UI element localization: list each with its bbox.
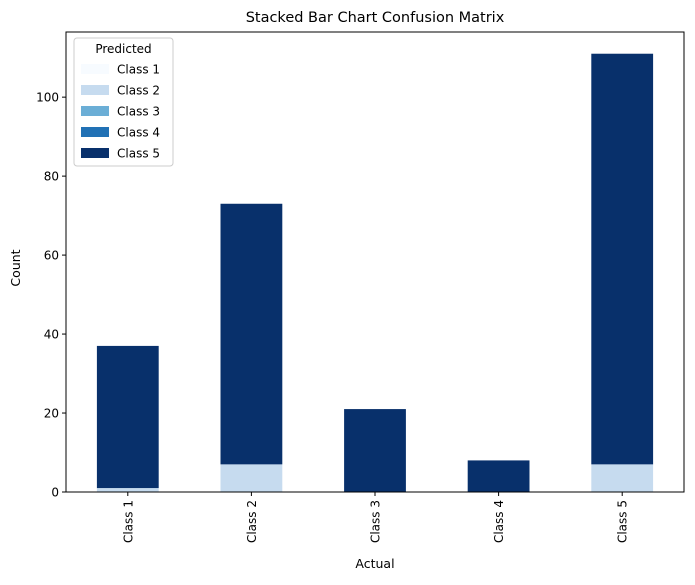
y-tick-label: 60 <box>44 249 59 263</box>
legend-label-5: Class 5 <box>117 147 160 161</box>
legend-swatch-3 <box>81 106 109 116</box>
x-tick-label: Class 3 <box>369 500 383 543</box>
bar-segment-actual-1-predicted-5 <box>96 345 159 489</box>
legend-label-1: Class 1 <box>117 63 160 77</box>
y-tick-label: 80 <box>44 170 59 184</box>
legend: Predicted Class 1 Class 2 Class 3 Class 4 Cla… <box>73 37 174 167</box>
legend-swatch-5 <box>81 148 109 158</box>
y-tick-label: 100 <box>36 91 59 105</box>
y-tick-label: 0 <box>51 486 59 500</box>
legend-swatch-1 <box>81 64 109 74</box>
bars-group <box>96 53 654 492</box>
x-tick-label: Class 1 <box>121 500 135 543</box>
x-tick-label: Class 4 <box>492 500 506 543</box>
bar-segment-actual-2-predicted-5 <box>220 203 283 465</box>
chart-title: Stacked Bar Chart Confusion Matrix <box>246 10 505 26</box>
y-tick-label: 20 <box>44 407 59 421</box>
bar-segment-actual-3-predicted-5 <box>344 409 406 492</box>
bar-segment-actual-1-predicted-2 <box>96 488 159 492</box>
x-axis-label: Actual <box>355 556 394 571</box>
y-ticks-group: 0 20 40 60 80 100 <box>36 91 66 500</box>
legend-title: Predicted <box>95 42 151 56</box>
x-ticks-group: Class 1 Class 2 Class 3 Class 4 Class 5 <box>121 492 630 543</box>
y-tick-label: 40 <box>44 328 59 342</box>
legend-swatch-2 <box>81 85 109 95</box>
y-axis-label: Count <box>8 249 23 286</box>
bar-segment-actual-2-predicted-2 <box>220 464 283 492</box>
x-tick-label: Class 2 <box>245 500 259 543</box>
bar-segment-actual-5-predicted-2 <box>591 464 654 492</box>
plot-frame <box>65 31 685 493</box>
x-tick-label: Class 5 <box>616 500 630 543</box>
legend-label-4: Class 4 <box>117 126 160 140</box>
bar-segment-actual-4-predicted-5 <box>467 460 530 492</box>
bar-segment-actual-5-predicted-5 <box>591 53 654 465</box>
legend-label-3: Class 3 <box>117 105 160 119</box>
legend-swatch-4 <box>81 127 109 137</box>
legend-label-2: Class 2 <box>117 84 160 98</box>
